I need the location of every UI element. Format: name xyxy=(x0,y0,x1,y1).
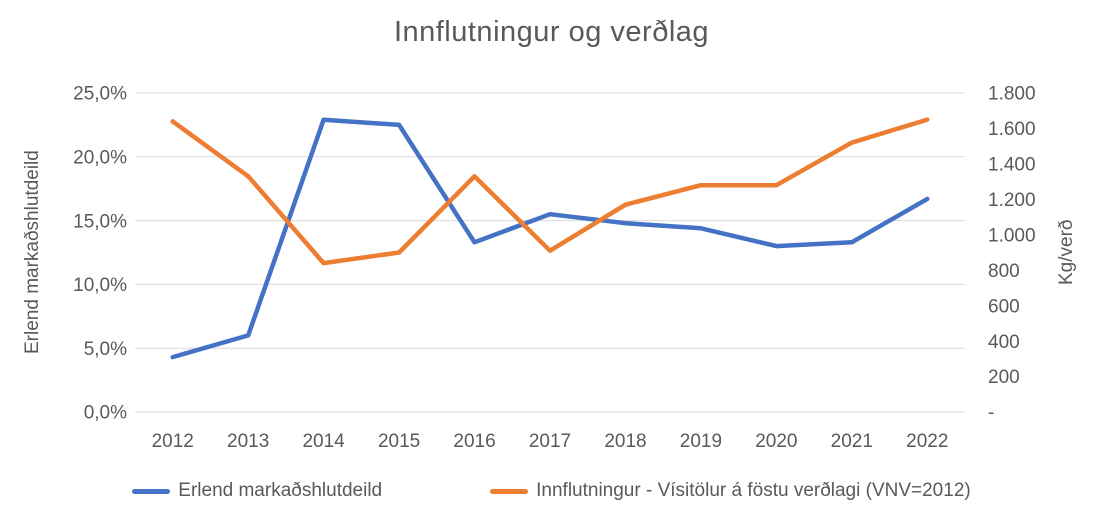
x-axis-tick-label: 2014 xyxy=(302,431,345,452)
x-axis-tick-label: 2017 xyxy=(529,431,571,452)
x-axis-tick-label: 2016 xyxy=(453,431,495,452)
x-axis-tick-label: 2021 xyxy=(831,431,873,452)
series-line-innflutningur-visitolur xyxy=(170,117,930,266)
right-axis-tick-label: - xyxy=(988,403,994,424)
legend-swatch-icon xyxy=(490,488,529,494)
right-axis-tick-label: 600 xyxy=(988,296,1020,317)
x-axis-tick-label: 2020 xyxy=(755,431,797,452)
legend-item-innflutningur-visitolur: Innflutningur - Vísitölur á föstu verðla… xyxy=(490,480,971,502)
x-axis-tick-label: 2013 xyxy=(227,431,269,452)
right-axis-tick-label: 1.200 xyxy=(988,190,1036,211)
left-axis-tick-label: 10,0% xyxy=(73,275,127,296)
legend-item-erlend-markadshlutdeild: Erlend markaðshlutdeild xyxy=(132,480,382,502)
left-axis-tick-label: 25,0% xyxy=(73,84,127,105)
left-axis-tick-label: 0,0% xyxy=(84,403,127,424)
right-axis-tick-label: 1.800 xyxy=(988,84,1036,105)
left-axis-tick-label: 5,0% xyxy=(84,339,127,360)
right-axis-tick-label: 800 xyxy=(988,261,1020,282)
legend-swatch-icon xyxy=(132,488,171,494)
x-axis-tick-label: 2022 xyxy=(906,431,948,452)
chart-title: Innflutningur og verðlag xyxy=(393,16,710,48)
right-axis-tick-label: 1.400 xyxy=(988,155,1036,176)
x-axis-tick-label: 2019 xyxy=(680,431,722,452)
legend-label: Erlend markaðshlutdeild xyxy=(178,480,383,501)
series-line-erlend-markadshlutdeild xyxy=(170,117,930,360)
x-axis-tick-label: 2015 xyxy=(378,431,420,452)
left-axis-tick-label: 20,0% xyxy=(73,147,127,168)
legend: Erlend markaðshlutdeild Innflutningur - V… xyxy=(0,480,1103,502)
left-axis-tick-label: 15,0% xyxy=(73,211,127,232)
x-axis-tick-label: 2018 xyxy=(604,431,646,452)
x-axis-tick-label: 2012 xyxy=(152,431,194,452)
right-axis-tick-label: 400 xyxy=(988,332,1020,353)
right-axis-tick-label: 1.000 xyxy=(988,225,1036,246)
right-axis-tick-label: 200 xyxy=(988,367,1020,388)
legend-label: Innflutningur - Vísitölur á föstu verðla… xyxy=(536,480,971,501)
right-axis-tick-label: 1.600 xyxy=(988,119,1036,140)
